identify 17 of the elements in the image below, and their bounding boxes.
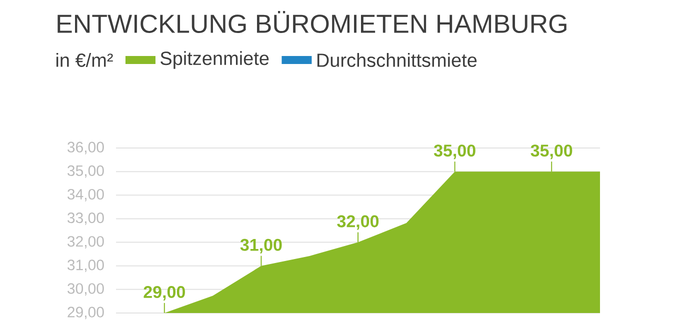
y-tick-label: 34,00 (68, 189, 104, 202)
y-tick-label: 30,00 (68, 283, 104, 296)
data-label: 35,00 (434, 144, 476, 160)
legend-label: Durchschnittsmiete (317, 53, 477, 68)
y-tick-label: 36,00 (68, 142, 104, 154)
chart-subtitle: in €/m² (56, 53, 113, 68)
data-label: 31,00 (240, 239, 282, 254)
legend-label: Spitzenmiete (160, 51, 269, 70)
chart-title: ENTWICKLUNG BÜROMIETEN HAMBURG (58, 11, 566, 34)
y-tick-label: 31,00 (68, 260, 104, 272)
y-tick-label: 33,00 (68, 212, 104, 226)
data-label: 29,00 (144, 286, 185, 301)
y-tick-label: 29,00 (68, 307, 104, 320)
y-tick-label: 35,00 (68, 166, 104, 178)
data-label: 32,00 (337, 216, 379, 230)
data-label: 35,00 (530, 144, 572, 160)
y-tick-label: 32,00 (68, 236, 104, 249)
